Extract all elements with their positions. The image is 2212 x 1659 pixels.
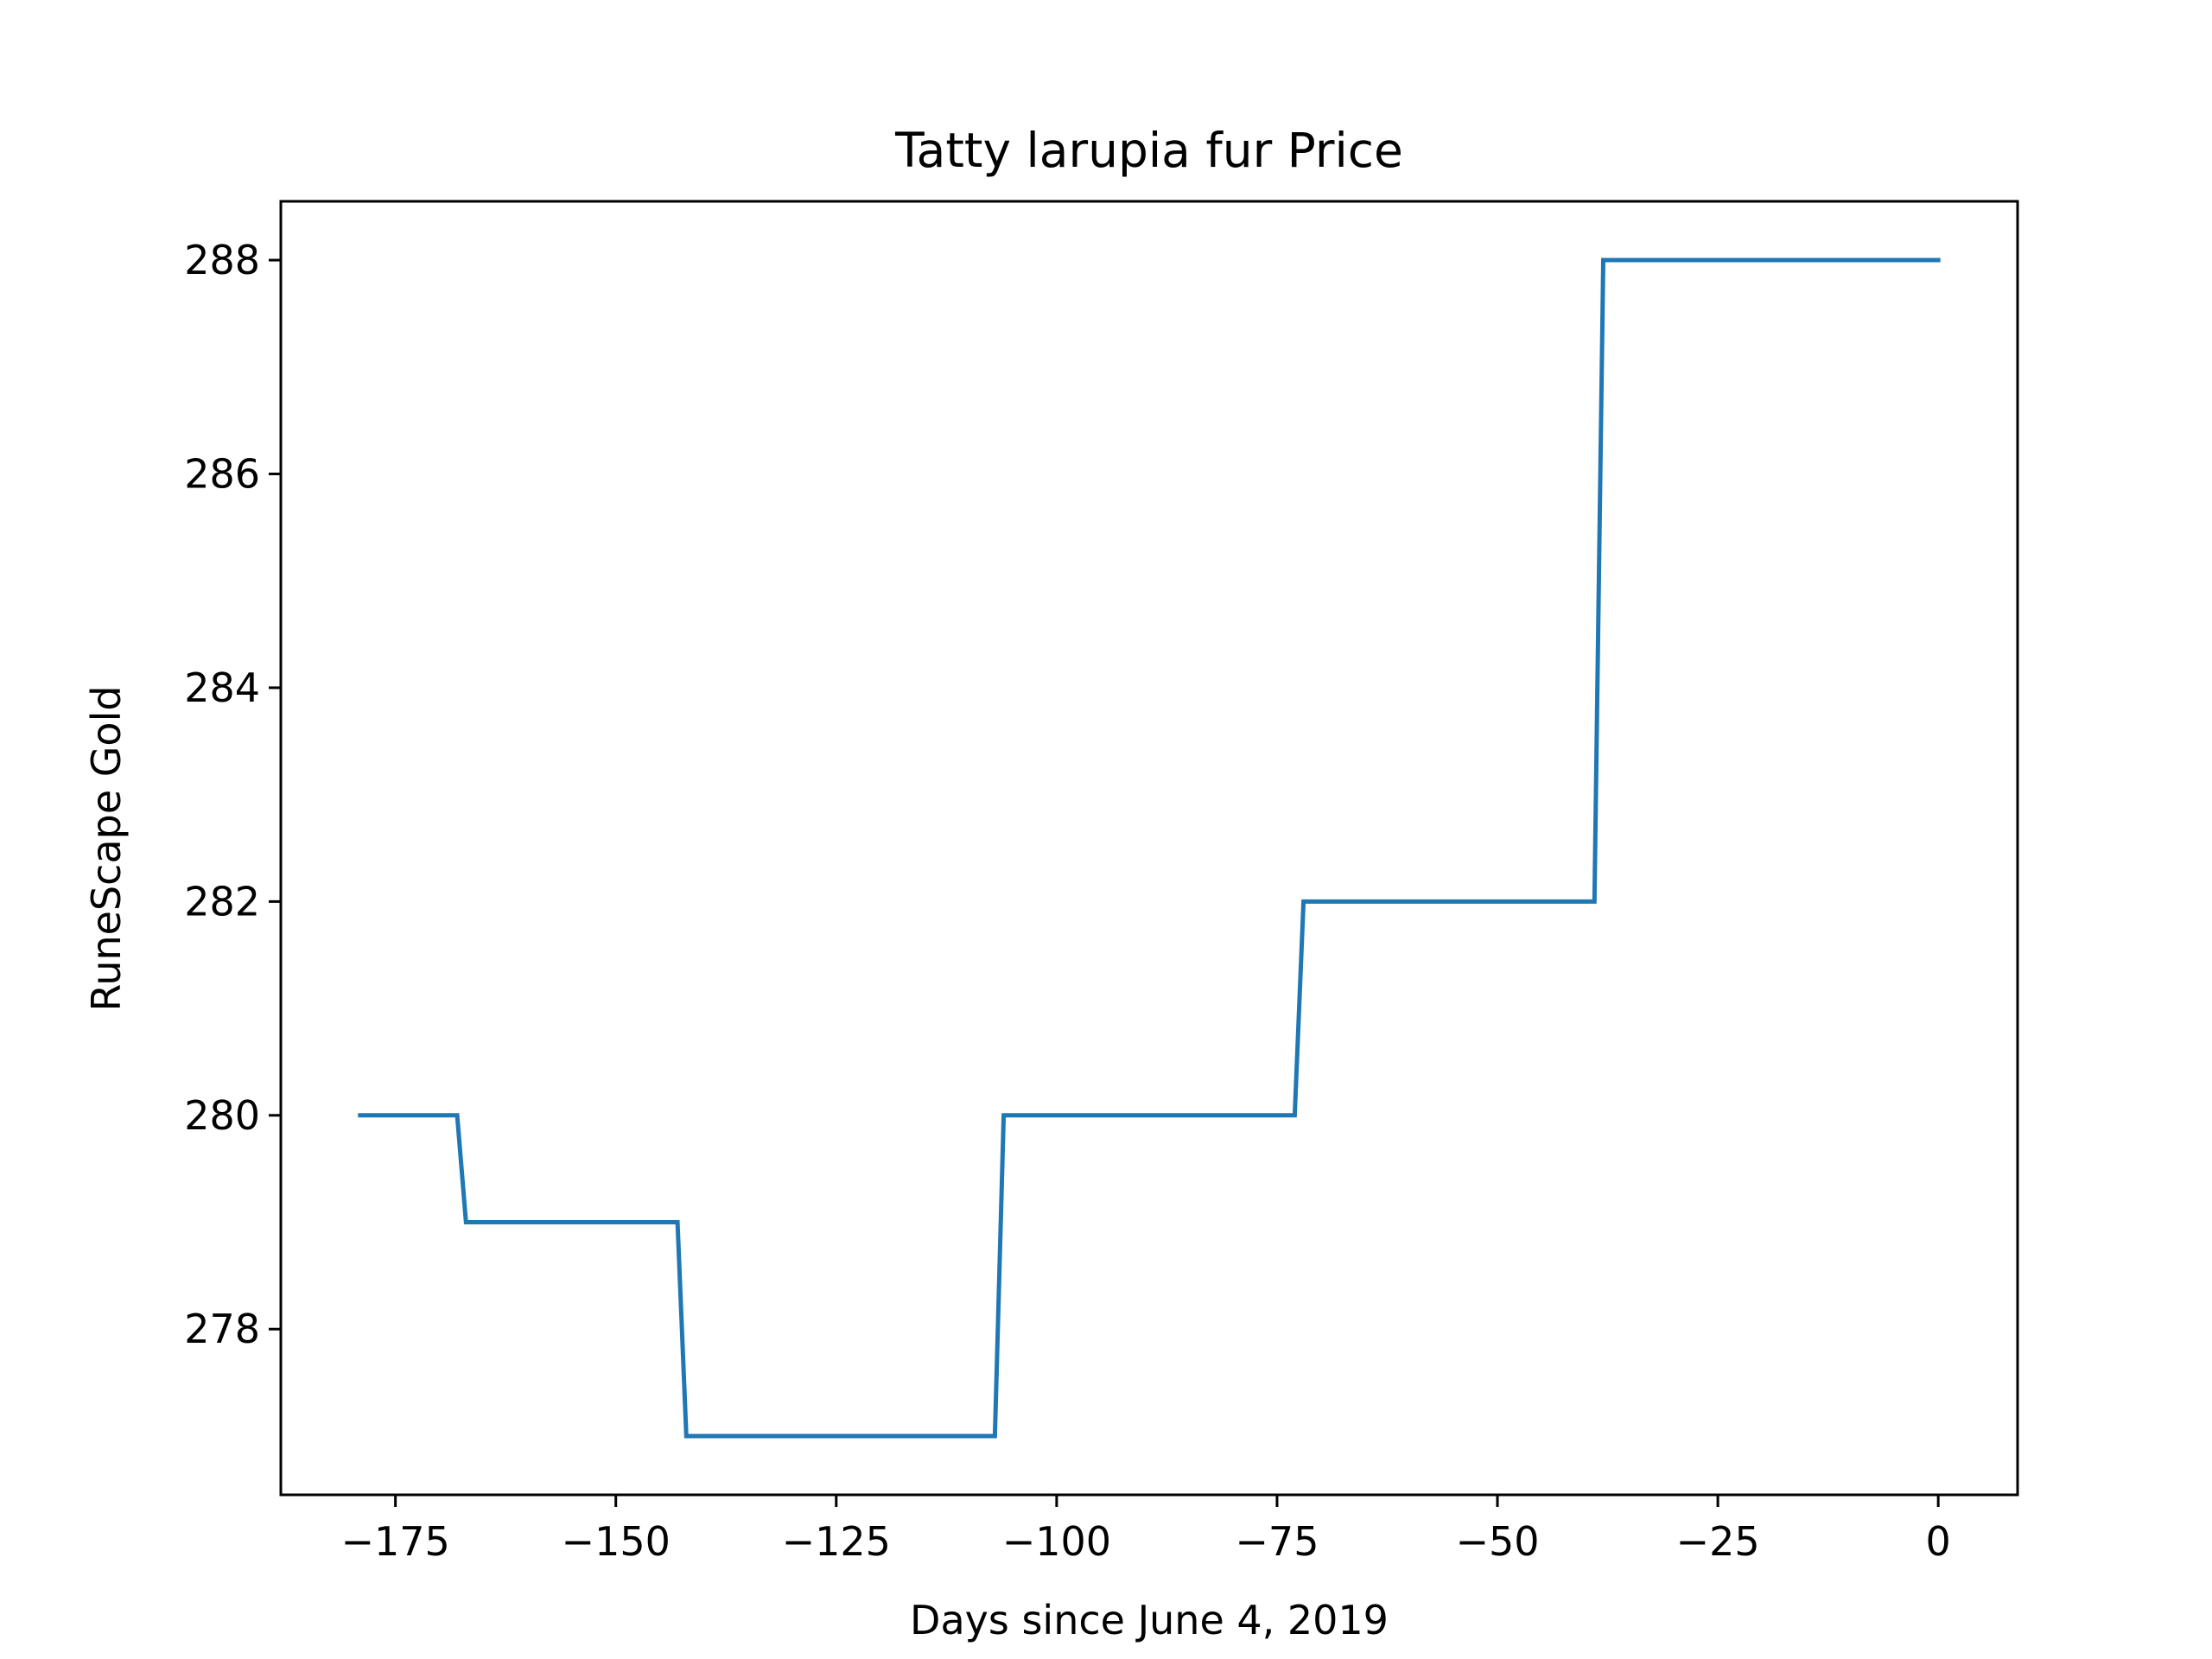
x-tick-label: 0: [1926, 1518, 1951, 1565]
y-tick-label: 280: [184, 1092, 260, 1139]
x-tick-label: −150: [562, 1518, 671, 1565]
x-tick-label: −50: [1455, 1518, 1539, 1565]
y-tick-label: 284: [184, 664, 260, 711]
x-tick-label: −125: [782, 1518, 891, 1565]
x-tick-label: −175: [340, 1518, 449, 1565]
axes-frame: [279, 200, 2019, 1497]
y-axis-ticks: 278 280 282 284 286 288: [184, 237, 281, 1352]
x-tick-label: −75: [1235, 1518, 1319, 1565]
x-axis-label: Days since June 4, 2019: [910, 1597, 1389, 1643]
x-tick-label: −25: [1676, 1518, 1760, 1565]
x-tick-label: −100: [1002, 1518, 1111, 1565]
y-tick-label: 286: [184, 450, 260, 497]
chart-title: Tatty larupia fur Price: [894, 123, 1403, 178]
y-tick-label: 282: [184, 878, 260, 925]
y-tick-label: 288: [184, 237, 260, 283]
y-tick-label: 278: [184, 1306, 260, 1352]
plot-area: [358, 257, 1941, 1439]
series-line: [358, 257, 1941, 1439]
x-axis-ticks: −175 −150 −125 −100 −75 −50 −25 0: [340, 1495, 1951, 1565]
y-axis-label: RuneScape Gold: [83, 685, 130, 1011]
